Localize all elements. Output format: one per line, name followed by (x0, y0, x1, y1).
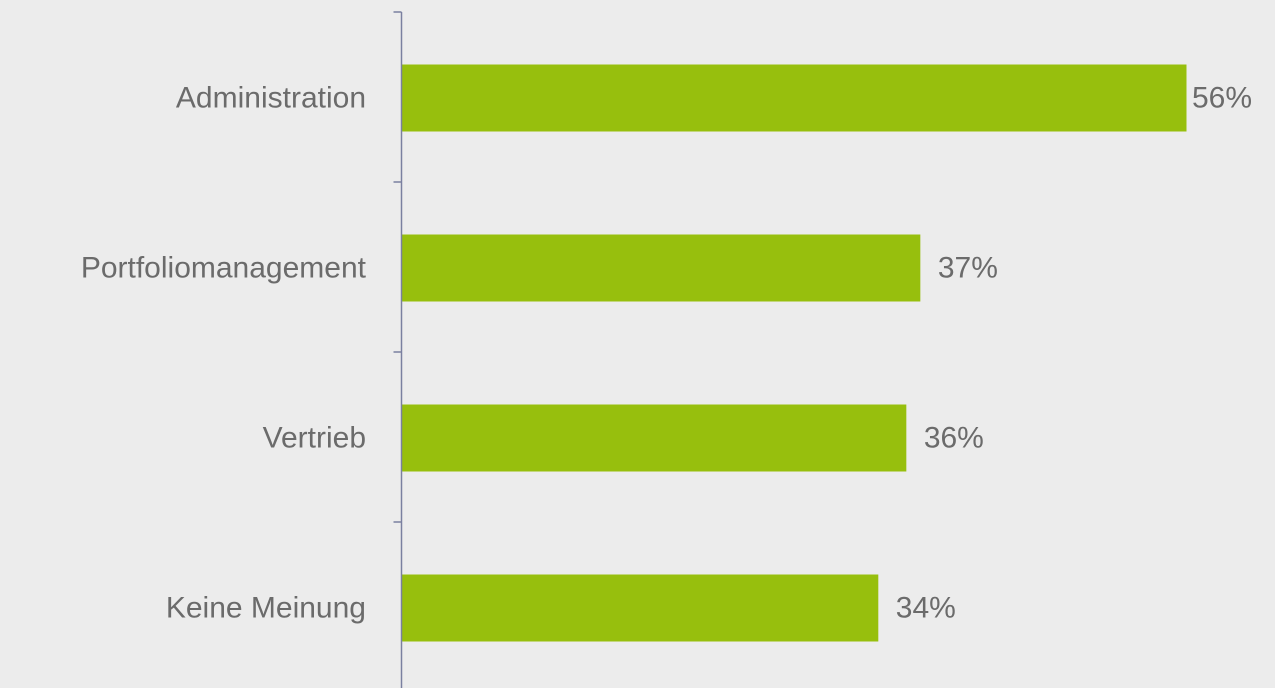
labels-layer: Administration 56% Portfoliomanagement 37% V… (81, 82, 1252, 625)
bar-keine-meinung (402, 574, 879, 642)
category-label: Administration (176, 82, 366, 115)
axis-layer (393, 11, 403, 688)
value-label: 34% (896, 592, 956, 625)
category-label: Portfoliomanagement (81, 252, 367, 285)
bar-administration (402, 64, 1187, 132)
value-label: 37% (938, 252, 998, 285)
bar-portfoliomanagement (402, 234, 921, 302)
category-label: Keine Meinung (166, 592, 366, 625)
category-label: Vertrieb (263, 422, 366, 455)
value-label: 36% (924, 422, 984, 455)
bar-vertrieb (402, 404, 907, 472)
bars-layer (402, 64, 1187, 642)
value-label: 56% (1192, 82, 1252, 115)
